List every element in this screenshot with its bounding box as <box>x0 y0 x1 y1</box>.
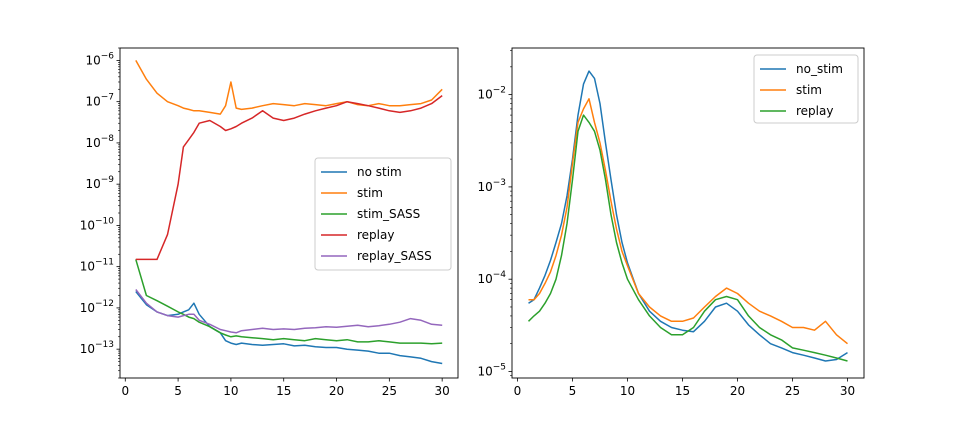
legend-label: no_stim <box>796 62 843 76</box>
legend-label: replay <box>796 104 833 118</box>
y-tick-label: 10−4 <box>477 270 506 286</box>
x-tick-label: 0 <box>121 384 129 398</box>
x-tick-label: 15 <box>675 384 690 398</box>
y-tick-label: 10−5 <box>477 362 506 378</box>
y-tick-label: 10−3 <box>477 178 506 194</box>
y-tick-label: 10−11 <box>80 258 114 274</box>
y-tick-label: 10−6 <box>85 51 114 67</box>
x-tick-label: 5 <box>569 384 577 398</box>
legend-label: no stim <box>357 165 402 179</box>
x-tick-label: 25 <box>382 384 397 398</box>
x-tick-label: 10 <box>223 384 238 398</box>
y-tick-label: 10−7 <box>85 93 114 109</box>
series-line-stim-sass <box>135 259 443 345</box>
series-line-stim <box>528 98 848 345</box>
axes-frame <box>511 47 865 379</box>
x-tick-label: 5 <box>174 384 182 398</box>
legend-label: stim <box>357 186 383 200</box>
y-tick-label: 10−8 <box>85 134 114 150</box>
axes-frame <box>119 47 459 379</box>
x-tick-label: 10 <box>620 384 635 398</box>
x-tick-label: 30 <box>435 384 450 398</box>
series-line-replay <box>527 114 848 362</box>
legend-label: replay <box>357 228 394 242</box>
left-chart: 10−6 10−7 10−8 10−9 10−10 10−11 10−12 10−13 0 5 10… <box>80 47 459 398</box>
legend-box <box>314 157 452 271</box>
y-tick-label: 10−2 <box>477 86 506 102</box>
series-line-stim <box>135 60 443 115</box>
x-tick-label: 20 <box>730 384 745 398</box>
x-tick-label: 25 <box>785 384 800 398</box>
y-tick-label: 10−9 <box>85 175 114 191</box>
y-tick-label: 10−10 <box>80 216 115 232</box>
series-line-replay <box>135 95 443 261</box>
x-tick-label: 30 <box>840 384 855 398</box>
legend-label: stim <box>796 83 822 97</box>
x-tick-label: 15 <box>276 384 291 398</box>
legend-label: replay_SASS <box>357 249 432 263</box>
y-tick-label: 10−13 <box>80 340 114 356</box>
legend-box <box>753 54 859 124</box>
series-line-no-stim <box>135 291 443 365</box>
x-tick-label: 0 <box>514 384 522 398</box>
y-tick-label: 10−12 <box>80 299 114 315</box>
x-tick-label: 20 <box>329 384 344 398</box>
series-line-replay-sass <box>135 289 443 334</box>
legend-label: stim_SASS <box>357 207 420 221</box>
